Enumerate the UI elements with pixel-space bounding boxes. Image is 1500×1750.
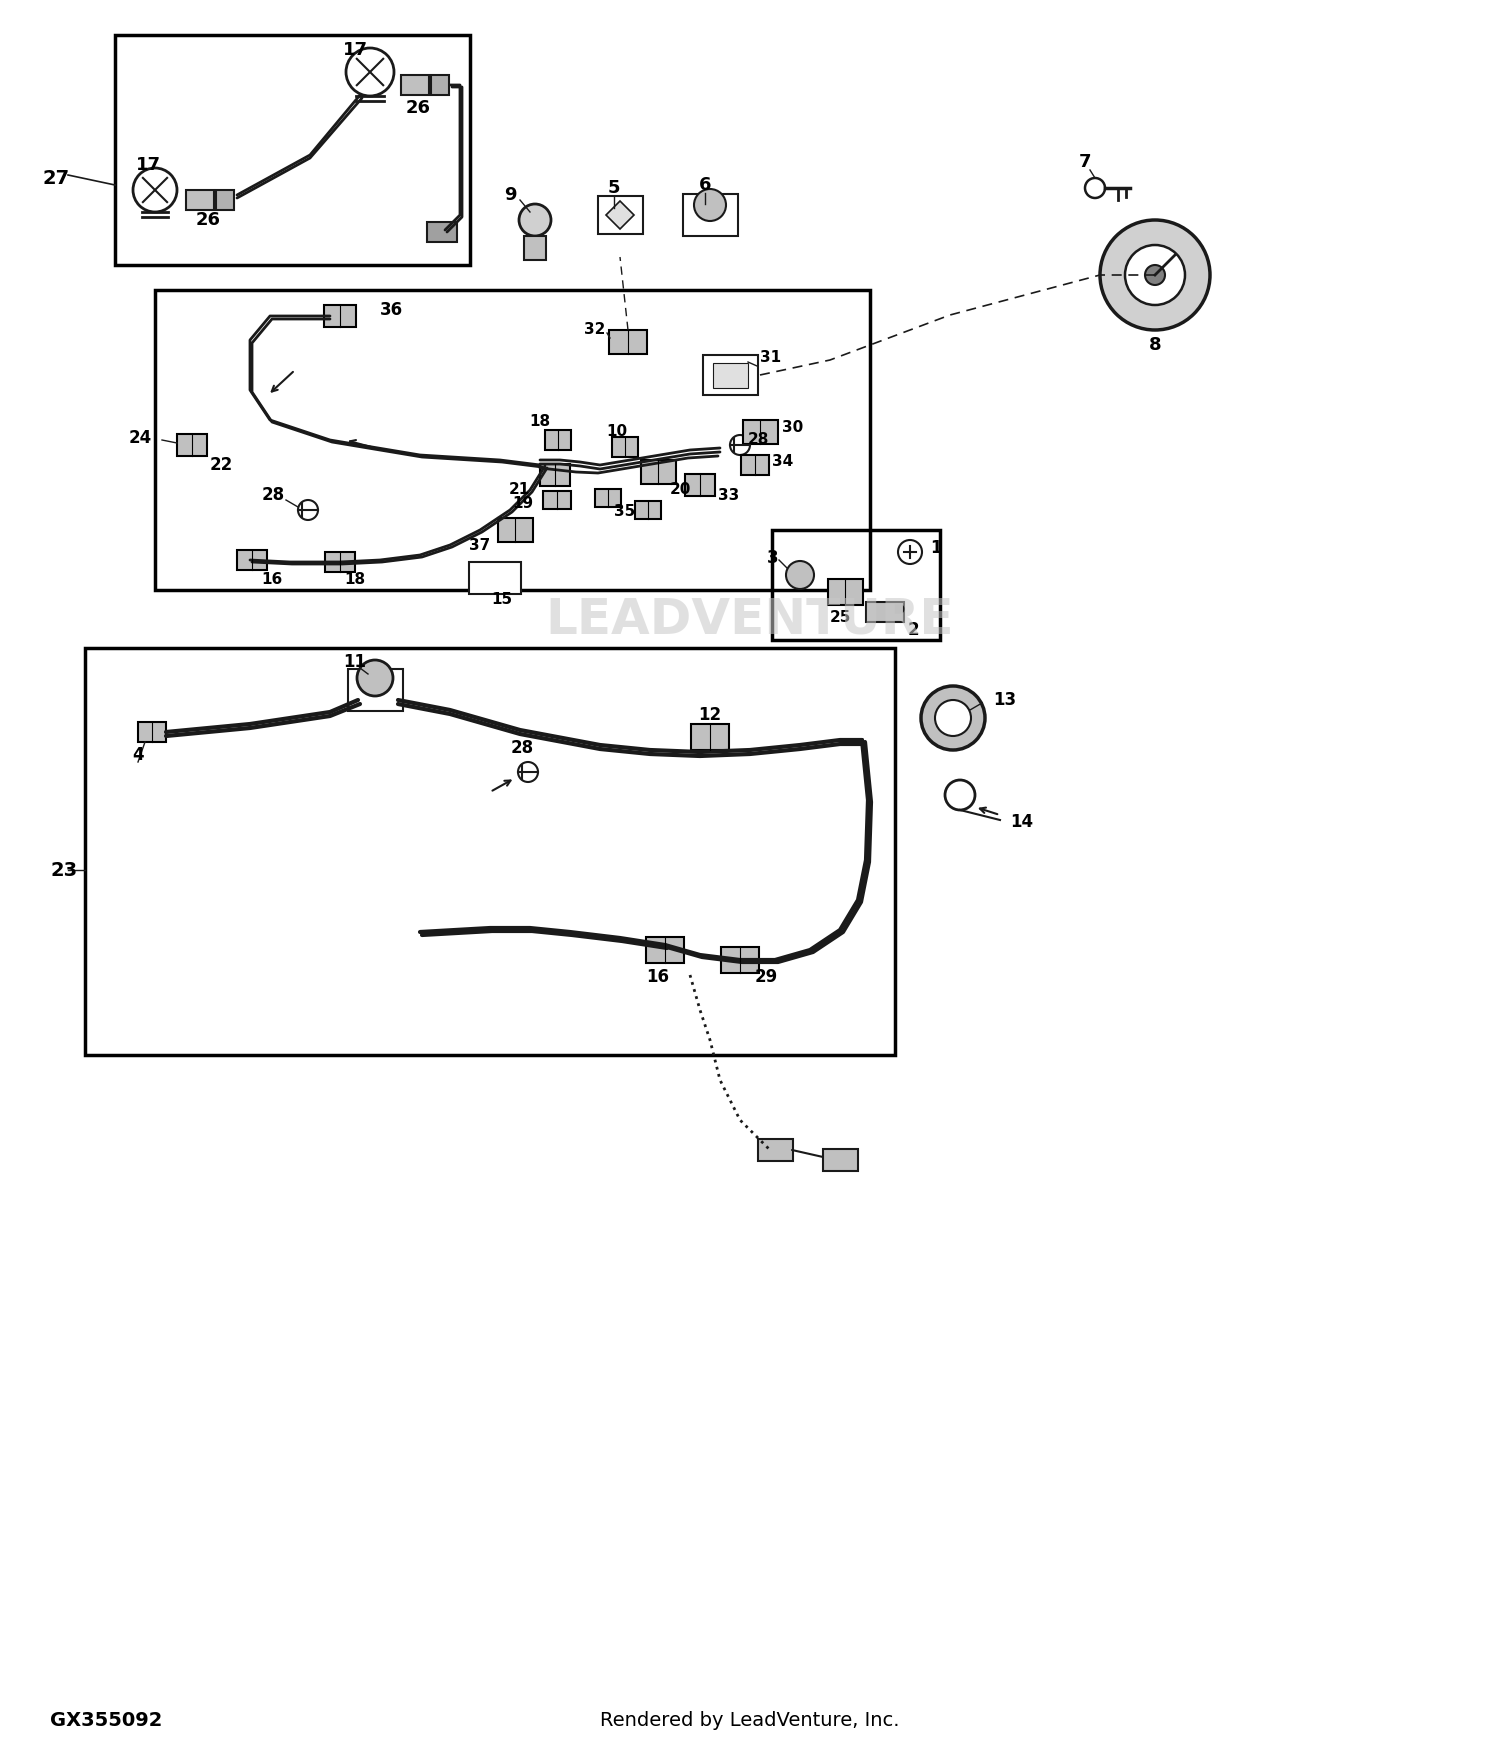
Text: 14: 14 — [1010, 814, 1034, 831]
Text: 11: 11 — [344, 653, 366, 670]
Bar — [470, 562, 520, 593]
Text: 9: 9 — [504, 186, 516, 205]
Text: 37: 37 — [468, 537, 490, 553]
Text: 32: 32 — [584, 322, 604, 338]
Text: 6: 6 — [699, 177, 711, 194]
Circle shape — [357, 660, 393, 696]
Bar — [609, 331, 646, 354]
Text: 28: 28 — [262, 487, 285, 504]
Text: 26: 26 — [405, 100, 430, 117]
Bar — [138, 723, 166, 742]
Bar — [348, 668, 402, 710]
Text: 7: 7 — [1078, 152, 1090, 172]
Bar — [597, 196, 642, 234]
Text: LEADVENTURE: LEADVENTURE — [546, 597, 954, 644]
Bar — [524, 236, 546, 261]
Polygon shape — [606, 201, 634, 229]
Bar — [758, 1139, 792, 1160]
Text: 20: 20 — [669, 483, 690, 497]
Bar — [324, 304, 356, 327]
Bar — [326, 551, 356, 572]
Bar — [682, 194, 738, 236]
Text: 12: 12 — [699, 705, 721, 724]
Bar — [430, 75, 448, 94]
Text: 36: 36 — [380, 301, 404, 318]
Circle shape — [934, 700, 970, 737]
Bar — [540, 464, 570, 486]
Bar — [640, 460, 675, 485]
Text: 18: 18 — [345, 572, 366, 588]
Text: 27: 27 — [42, 168, 69, 187]
Text: 35: 35 — [615, 504, 636, 520]
Circle shape — [694, 189, 726, 220]
Bar — [427, 222, 458, 242]
Circle shape — [1100, 220, 1210, 331]
Text: 18: 18 — [530, 415, 550, 429]
Circle shape — [134, 168, 177, 212]
Text: 16: 16 — [261, 572, 282, 588]
Circle shape — [346, 47, 394, 96]
Bar — [686, 474, 716, 495]
Bar — [702, 355, 758, 396]
Bar — [865, 602, 904, 621]
Bar — [177, 434, 207, 457]
Bar — [498, 518, 532, 542]
Bar — [722, 947, 759, 973]
Circle shape — [898, 541, 922, 564]
Text: 33: 33 — [718, 488, 740, 502]
Circle shape — [786, 562, 814, 590]
Bar — [741, 455, 770, 474]
Text: 21: 21 — [509, 483, 530, 497]
Circle shape — [1125, 245, 1185, 304]
Text: GX355092: GX355092 — [50, 1710, 162, 1729]
Text: 8: 8 — [1149, 336, 1161, 354]
Bar — [544, 430, 572, 450]
Text: 30: 30 — [782, 420, 804, 436]
Text: 23: 23 — [50, 861, 76, 880]
Text: 29: 29 — [754, 968, 778, 985]
Bar — [742, 420, 777, 444]
Bar — [692, 724, 729, 751]
Text: 17: 17 — [135, 156, 160, 173]
Bar — [646, 936, 684, 962]
Bar — [237, 550, 267, 570]
Text: 25: 25 — [830, 609, 850, 625]
Text: 24: 24 — [129, 429, 152, 446]
Text: 17: 17 — [342, 40, 368, 60]
Text: 19: 19 — [512, 495, 532, 511]
Text: 10: 10 — [606, 425, 627, 439]
Bar — [186, 191, 214, 210]
Bar — [216, 191, 234, 210]
Bar — [634, 500, 662, 520]
Circle shape — [921, 686, 986, 751]
Bar — [543, 492, 572, 509]
Text: 4: 4 — [132, 746, 144, 765]
Text: 26: 26 — [195, 212, 220, 229]
Text: 3: 3 — [766, 550, 778, 567]
Bar — [822, 1150, 858, 1171]
Text: 28: 28 — [510, 738, 534, 758]
Bar — [612, 438, 638, 457]
Circle shape — [519, 205, 550, 236]
Text: 31: 31 — [760, 350, 782, 366]
Text: 28: 28 — [748, 432, 770, 448]
Bar — [596, 488, 621, 508]
Text: 34: 34 — [772, 455, 794, 469]
Circle shape — [1144, 264, 1166, 285]
Text: 15: 15 — [492, 593, 513, 607]
Text: 13: 13 — [993, 691, 1016, 709]
Bar — [828, 579, 862, 605]
Text: 5: 5 — [608, 178, 621, 198]
Text: 22: 22 — [210, 457, 234, 474]
Text: 16: 16 — [646, 968, 669, 985]
Text: 1: 1 — [930, 539, 942, 556]
Bar — [400, 75, 429, 94]
Text: 2: 2 — [908, 621, 920, 639]
Bar — [712, 362, 747, 387]
Text: Rendered by LeadVenture, Inc.: Rendered by LeadVenture, Inc. — [600, 1710, 900, 1729]
